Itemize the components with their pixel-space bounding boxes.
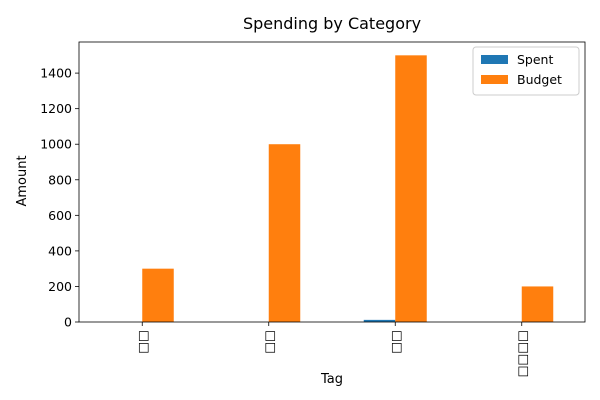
bar-budget-4 <box>521 286 554 322</box>
y-tick-label: 1000 <box>40 137 72 152</box>
x-tick-label: □□ <box>261 330 276 354</box>
x-tick-label: □□ <box>388 330 403 354</box>
bar-spent-3 <box>363 319 396 322</box>
y-tick-label: 200 <box>48 279 72 294</box>
legend-label-budget: Budget <box>517 72 562 87</box>
chart-title: Spending by Category <box>243 14 421 33</box>
y-tick-label: 1200 <box>40 101 72 116</box>
legend-swatch-spent <box>481 55 508 64</box>
legend-label-spent: Spent <box>517 52 553 67</box>
x-tick-label: □□ <box>135 330 150 354</box>
legend-swatch-budget <box>481 75 508 84</box>
bar-budget-2 <box>268 144 301 322</box>
bar-budget-1 <box>142 268 174 322</box>
y-axis-label: Amount <box>15 155 30 206</box>
legend: Spent Budget <box>472 46 580 96</box>
y-tick-label: 0 <box>64 315 72 330</box>
y-tick-label: 800 <box>48 172 72 187</box>
x-axis-label: Tag <box>320 372 343 387</box>
y-tick-label: 400 <box>48 243 72 258</box>
plot-frame <box>78 41 586 323</box>
y-tick-label: 600 <box>48 208 72 223</box>
bar-budget-3 <box>395 55 427 322</box>
x-tick-label: □□□□ <box>514 330 529 377</box>
y-tick-label: 1400 <box>40 66 72 81</box>
